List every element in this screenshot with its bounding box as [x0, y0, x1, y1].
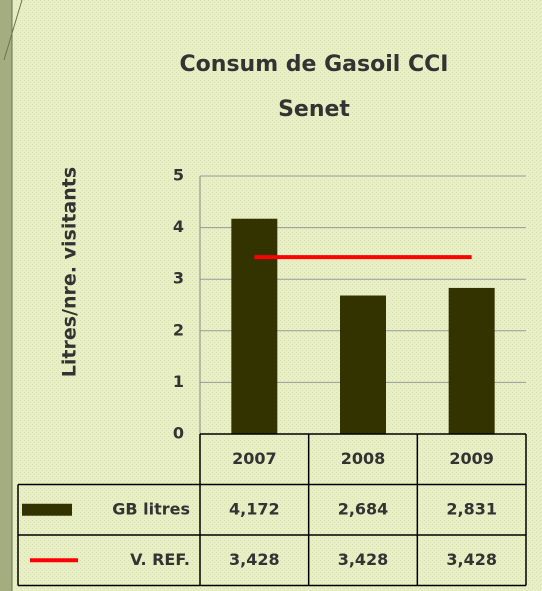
- table-value: 4,172: [229, 499, 280, 518]
- y-tick-label: 3: [173, 269, 184, 288]
- strip-diagonal: [3, 0, 23, 61]
- legend-key: [22, 503, 72, 516]
- table-value: 2,684: [338, 499, 389, 518]
- y-tick-label: 2: [173, 320, 184, 339]
- y-tick-label: 5: [173, 166, 184, 185]
- x-tick-label: 2007: [232, 449, 277, 468]
- bar: [448, 287, 495, 434]
- bar: [231, 218, 278, 434]
- table-value: 3,428: [229, 550, 280, 569]
- side-strip: [0, 0, 12, 591]
- chart-subtitle: Senet: [278, 97, 350, 122]
- legend-label: GB litres: [112, 499, 190, 518]
- table-value: 3,428: [446, 550, 497, 569]
- table-value: 3,428: [338, 550, 389, 569]
- bar: [340, 295, 386, 434]
- y-tick-label: 4: [173, 217, 184, 236]
- table-value: 2,831: [446, 499, 497, 518]
- x-tick-label: 2008: [341, 449, 386, 468]
- y-axis-label: Litres/nre. visitants: [59, 167, 81, 377]
- y-tick-label: 1: [173, 372, 184, 391]
- y-tick-label: 0: [173, 424, 184, 443]
- chart-title: Consum de Gasoil CCI: [180, 52, 449, 77]
- legend-label: V. REF.: [130, 550, 190, 569]
- x-tick-label: 2009: [449, 449, 494, 468]
